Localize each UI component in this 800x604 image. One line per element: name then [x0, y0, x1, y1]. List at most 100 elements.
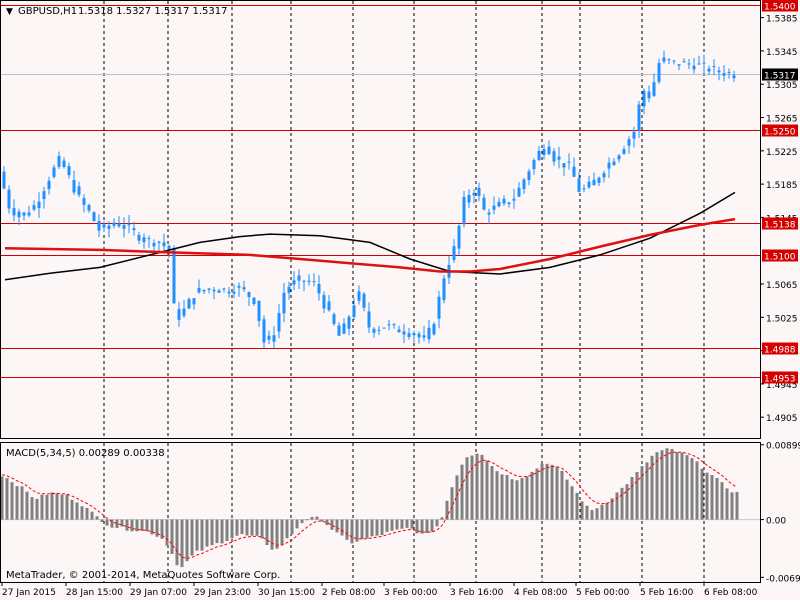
candle-body	[702, 62, 706, 64]
macd-bar	[665, 448, 669, 520]
candle-body	[77, 186, 81, 195]
macd-bar	[80, 506, 84, 520]
candle-body	[612, 161, 616, 166]
macd-bar	[160, 519, 164, 539]
candle-body	[287, 286, 291, 293]
candle-body	[227, 291, 231, 294]
macd-bar	[650, 455, 654, 520]
macd-axis: 0.00899 0.00 -0.00694	[760, 442, 800, 584]
candle-body	[657, 63, 661, 82]
macd-bar	[525, 476, 529, 520]
candle-body	[652, 82, 656, 96]
macd-bar	[365, 519, 369, 539]
macd-bar	[625, 484, 629, 520]
ma-red-line	[4, 217, 736, 273]
candle-body	[192, 298, 196, 305]
time-tick-label: 27 Jan 2015	[2, 588, 56, 598]
candle-body	[507, 202, 511, 204]
macd-bar	[225, 519, 229, 541]
candle-body	[107, 225, 111, 229]
candle-body	[332, 314, 336, 324]
candle-body	[587, 181, 591, 188]
candle-body	[457, 225, 461, 249]
macd-bar	[125, 519, 129, 531]
candle-body	[712, 66, 716, 68]
candle-body	[327, 301, 331, 311]
candle-body	[297, 275, 301, 281]
candle-body	[302, 280, 306, 282]
macd-bar	[385, 519, 389, 532]
macd-bar	[25, 491, 29, 520]
macd-bar	[690, 458, 694, 520]
symbol-label: GBPUSD,H1	[18, 6, 77, 17]
candle-body	[672, 60, 676, 62]
macd-bar	[670, 448, 674, 520]
candle-body	[377, 329, 381, 331]
macd-bar	[310, 516, 314, 520]
candle-body	[642, 90, 646, 107]
candle-body	[622, 149, 626, 154]
candle-body	[127, 224, 131, 226]
macd-bar	[350, 519, 354, 544]
macd-bar	[410, 519, 414, 529]
macd-bar	[65, 494, 69, 520]
macd-bar	[180, 519, 184, 568]
candle-body	[217, 290, 221, 293]
macd-bar	[100, 519, 104, 523]
candle-body	[97, 221, 101, 231]
macd-bar	[345, 519, 349, 540]
macd-bar	[600, 504, 604, 520]
level-tag-label: 1.5138	[764, 221, 796, 231]
candle-body	[662, 57, 666, 62]
macd-bar	[35, 498, 39, 520]
candle-body	[582, 188, 586, 190]
macd-bar	[450, 487, 454, 520]
price-tick-label: 1.5185	[766, 181, 798, 191]
candle-body	[487, 212, 491, 215]
candle-body	[357, 291, 361, 301]
candle-body	[42, 191, 46, 200]
macd-bar	[505, 475, 509, 520]
time-tick-label: 3 Feb 16:00	[450, 588, 504, 598]
candle-body	[27, 212, 31, 216]
candle-body	[182, 308, 186, 316]
macd-bar	[580, 501, 584, 520]
macd-signal-line	[1, 451, 738, 559]
chart-menu-arrow[interactable]: ▼	[6, 7, 13, 17]
candle-body	[72, 179, 76, 193]
macd-bar	[485, 460, 489, 520]
candle-body	[342, 323, 346, 334]
candle-body	[412, 333, 416, 336]
macd-bar	[215, 519, 219, 544]
horizontal-levels[interactable]	[0, 5, 760, 378]
candle-body	[282, 292, 286, 314]
macd-bar	[640, 466, 644, 520]
macd-bar	[720, 482, 724, 520]
candle-body	[12, 208, 16, 216]
time-tick-label: 28 Jan 15:00	[66, 588, 123, 598]
candle-body	[222, 288, 226, 290]
macd-bar	[390, 519, 394, 531]
macd-bar	[695, 461, 699, 520]
candle-body	[347, 316, 351, 329]
candle-body	[442, 278, 446, 301]
macd-bar	[495, 471, 499, 520]
candle-body	[317, 284, 321, 294]
macd-bar	[460, 464, 464, 520]
candle-body	[257, 300, 261, 321]
candle-body	[52, 167, 56, 177]
macd-bar	[145, 519, 149, 532]
macd-bar	[55, 493, 59, 520]
macd-bar	[335, 519, 339, 533]
macd-bar	[290, 519, 294, 535]
macd-bar	[210, 519, 214, 546]
macd-bar	[150, 519, 154, 535]
macd-bar	[560, 470, 564, 520]
candle-body	[292, 280, 296, 285]
price-tick-label: 1.4905	[766, 414, 798, 424]
candle-body	[382, 327, 386, 329]
macd-bar	[315, 516, 319, 520]
